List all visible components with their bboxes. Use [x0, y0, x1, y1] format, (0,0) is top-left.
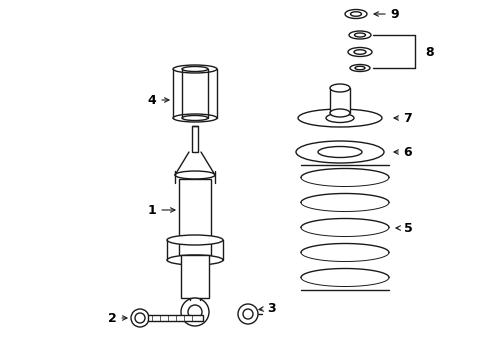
Circle shape [135, 313, 145, 323]
Ellipse shape [325, 113, 353, 122]
Ellipse shape [354, 33, 365, 37]
Ellipse shape [167, 255, 223, 265]
Bar [181, 255, 208, 298]
Ellipse shape [175, 171, 215, 179]
Ellipse shape [173, 114, 217, 122]
Ellipse shape [182, 67, 207, 72]
Ellipse shape [167, 235, 223, 245]
Ellipse shape [353, 50, 365, 54]
Text: 7: 7 [393, 112, 411, 125]
Text: 9: 9 [373, 8, 399, 21]
Bar [329, 88, 349, 113]
Ellipse shape [345, 9, 366, 18]
Ellipse shape [329, 84, 349, 92]
Ellipse shape [295, 141, 383, 163]
Ellipse shape [350, 12, 361, 16]
Ellipse shape [173, 65, 217, 73]
Text: 6: 6 [393, 145, 411, 158]
Ellipse shape [297, 109, 381, 127]
Ellipse shape [347, 48, 371, 57]
Text: 5: 5 [395, 221, 411, 234]
Ellipse shape [354, 66, 364, 70]
Circle shape [181, 298, 208, 326]
Circle shape [238, 304, 258, 324]
Ellipse shape [329, 109, 349, 117]
Ellipse shape [349, 64, 369, 72]
Circle shape [131, 309, 149, 327]
Circle shape [187, 305, 202, 319]
Bar [148, 315, 203, 321]
Text: 1: 1 [147, 203, 175, 216]
Ellipse shape [348, 31, 370, 39]
Bar [192, 126, 198, 152]
Text: 3: 3 [259, 302, 276, 315]
Ellipse shape [317, 147, 361, 158]
Circle shape [243, 309, 252, 319]
Text: 8: 8 [425, 45, 433, 59]
Text: 2: 2 [107, 311, 127, 324]
Text: 4: 4 [147, 94, 169, 107]
Ellipse shape [182, 116, 207, 121]
Bar [179, 179, 210, 255]
